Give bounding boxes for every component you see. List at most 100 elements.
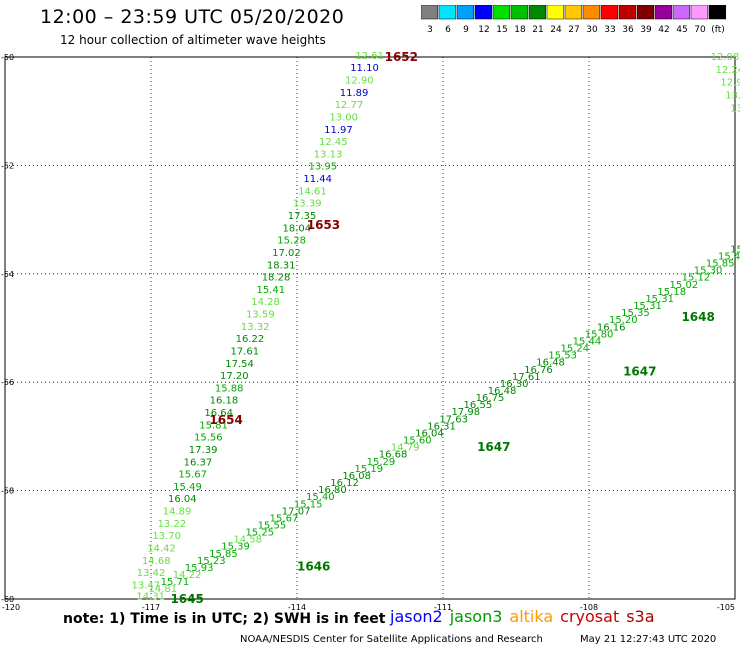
color-swatch <box>690 5 709 20</box>
wave-height-label: 16.30 <box>500 379 529 390</box>
footer-credit: NOAA/NESDIS Center for Satellite Applica… <box>240 634 543 645</box>
satellite-legend-item: jason2 <box>390 607 443 626</box>
wave-height-label: 16.04 <box>168 494 197 505</box>
wave-height-label: 18.04 <box>283 223 312 234</box>
wave-height-label: 15.40 <box>306 492 335 503</box>
wave-height-label: 15.12 <box>682 273 711 284</box>
pass-number-label: 1654 <box>209 413 242 427</box>
wave-height-label: 12.77 <box>335 100 364 111</box>
wave-height-label: 16.48 <box>488 386 517 397</box>
color-swatch <box>708 5 727 20</box>
satellite-legend-item: s3a <box>626 607 655 626</box>
map-frame <box>4 56 736 600</box>
pass-number-label: 1647 <box>477 440 510 454</box>
longitude-label: -117 <box>142 603 160 610</box>
wave-height-label: 15.88 <box>215 383 244 394</box>
wave-height-label: 17.07 <box>282 506 311 517</box>
map-subtitle: 12 hour collection of altimeter wave hei… <box>60 33 326 47</box>
altimeter-map: -50 -52 -54 -56 -58 -60-120 -117 -114 -111 -108 -1… <box>1 50 740 610</box>
color-swatch <box>546 5 565 20</box>
wave-height-label: 13.42 <box>137 568 166 579</box>
color-swatch <box>582 5 601 20</box>
wave-height-label: 15.19 <box>355 464 384 475</box>
wave-height-label: 17.61 <box>512 372 541 383</box>
wave-height-label: 16.80 <box>318 485 347 496</box>
color-swatch <box>654 5 673 20</box>
color-swatch <box>438 5 457 20</box>
color-swatch <box>474 5 493 20</box>
color-scale-label: 12 <box>478 25 489 35</box>
wave-height-label: 17.54 <box>225 359 254 370</box>
wave-height-label: 15.80 <box>585 329 614 340</box>
wave-height-label: 14.31 <box>136 591 165 602</box>
wave-height-label: 15.18 <box>657 287 686 298</box>
wave-height-label: 13.22 <box>158 519 187 530</box>
wave-height-label: 15.85 <box>706 259 735 270</box>
wave-height-label: 12.61 <box>355 51 384 62</box>
color-scale-label: 39 <box>640 25 652 35</box>
pass-number-label: 1646 <box>297 559 330 573</box>
color-scale-label: 24 <box>550 25 562 35</box>
wave-height-label: 16.48 <box>536 358 565 369</box>
wave-height-label: 14.28 <box>251 297 280 308</box>
wave-height-label: 15.23 <box>197 556 226 567</box>
wave-height-label: 14.79 <box>391 443 420 454</box>
longitude-label: -108 <box>580 603 598 610</box>
wave-height-label: 14.42 <box>147 544 176 555</box>
color-swatch <box>421 5 439 20</box>
wave-height-label: 15.71 <box>161 577 190 588</box>
wave-height-label: 16.37 <box>184 457 213 468</box>
wave-height-label: 15.93 <box>185 563 214 574</box>
wave-height-label: 12.94 <box>720 78 740 89</box>
wave-height-label: 17.61 <box>230 346 259 357</box>
wave-height-label: 15.35 <box>621 308 650 319</box>
wave-height-label: 15.25 <box>245 528 274 539</box>
wave-height-label: 17.98 <box>451 407 480 418</box>
color-scale-label: 36 <box>622 25 634 35</box>
wave-height-label: 11.97 <box>324 125 353 136</box>
wave-height-label: 15.31 <box>633 301 662 312</box>
color-scale-label: 15 <box>496 25 507 35</box>
wave-height-label: 16.68 <box>379 450 408 461</box>
latitude-label: -56 <box>1 378 14 387</box>
color-swatch <box>456 5 475 20</box>
satellite-legend: jason2 jason3 altika cryosat s3a <box>390 607 662 626</box>
latitude-label: -50 <box>1 53 14 62</box>
wave-height-label: 15.44 <box>573 336 602 347</box>
color-swatch <box>672 5 691 20</box>
wave-height-label: 13.95 <box>309 162 338 173</box>
wave-height-label: 15.41 <box>256 285 285 296</box>
wave-height-label: 16.31 <box>427 421 456 432</box>
color-swatch <box>636 5 655 20</box>
color-scale-label: 9 <box>463 25 469 35</box>
wave-height-label: 15.31 <box>730 244 740 255</box>
wave-height-label: 15.15 <box>294 499 323 510</box>
wave-height-label: 12.24 <box>716 65 740 76</box>
pass-number-label: 1648 <box>681 310 714 324</box>
color-swatch <box>492 5 511 20</box>
wave-height-label: 18.28 <box>262 273 291 284</box>
latitude-label: -52 <box>1 161 14 170</box>
wave-height-label: 16.22 <box>236 334 265 345</box>
color-swatch <box>528 5 547 20</box>
wave-height-label: 15.31 <box>645 294 674 305</box>
wave-height-label: 15.67 <box>270 513 299 524</box>
color-swatch <box>510 5 529 20</box>
color-scale-label: 6 <box>445 25 451 35</box>
wave-height-label: 12.90 <box>345 76 374 87</box>
wave-height-label: 13.17 <box>725 91 740 102</box>
wave-height-label: 14.68 <box>142 556 171 567</box>
wave-height-label: 13.70 <box>152 531 181 542</box>
footer-timestamp: May 21 12:27:43 UTC 2020 <box>580 634 717 645</box>
wave-height-label: 17.63 <box>439 414 468 425</box>
wave-height-label: 15.53 <box>548 351 577 362</box>
latitude-label: -54 <box>1 270 14 279</box>
wave-height-label: 14.22 <box>173 570 202 581</box>
wave-height-label: 15.67 <box>178 470 207 481</box>
wave-height-label: 16.76 <box>524 365 553 376</box>
longitude-label: -111 <box>434 603 452 610</box>
color-scale-label: 30 <box>586 25 598 35</box>
wave-height-label: 15.20 <box>609 315 638 326</box>
wave-height-label: 15.28 <box>277 236 306 247</box>
wave-height-label: 12.08 <box>711 52 740 63</box>
